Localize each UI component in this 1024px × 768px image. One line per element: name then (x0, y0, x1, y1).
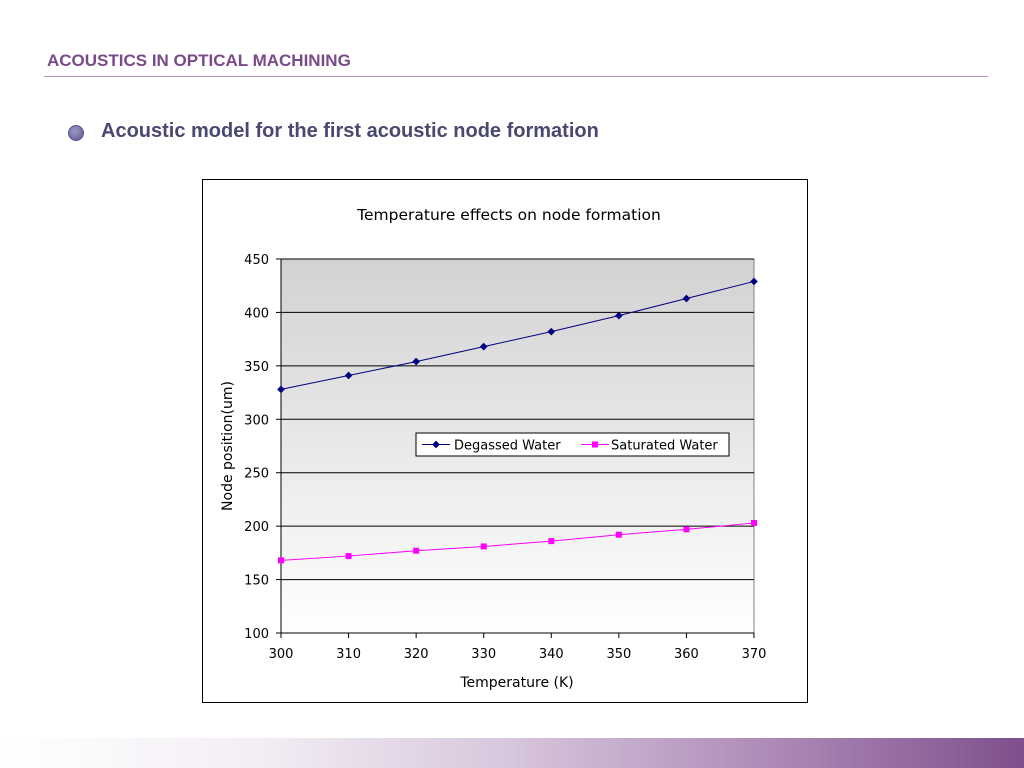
y-tick-label: 400 (244, 306, 269, 321)
y-tick-label: 450 (244, 253, 269, 268)
saturated-water-point (278, 557, 284, 564)
legend-saturated-label: Saturated Water (611, 439, 718, 454)
x-tick-label: 310 (336, 647, 361, 662)
degassed-water-point (614, 311, 623, 320)
x-tick-label: 320 (404, 647, 429, 662)
x-tick-label: 340 (539, 647, 564, 662)
legend-saturated-marker (592, 441, 598, 448)
saturated-water-point (751, 519, 757, 526)
chart-frame: Temperature effects on node formation 10… (202, 179, 808, 703)
y-tick-label: 300 (244, 413, 269, 428)
x-tick-label: 360 (674, 647, 699, 662)
bullet-circle-icon (68, 125, 84, 141)
x-axis-label: Temperature (K) (459, 675, 573, 691)
x-tick-label: 300 (269, 647, 294, 662)
bullet-heading: Acoustic model for the first acoustic no… (101, 120, 599, 142)
saturated-water-point (548, 538, 555, 545)
y-tick-label: 250 (244, 467, 269, 482)
degassed-water-point (344, 371, 353, 380)
legend-degassed-marker (432, 440, 440, 449)
y-tick-label: 200 (244, 520, 269, 535)
y-axis-label: Node position(um) (220, 381, 236, 511)
saturated-water-point (413, 547, 420, 554)
y-tick-label: 350 (244, 360, 269, 375)
y-tick-label: 100 (244, 627, 269, 642)
degassed-water-line (280, 280, 755, 390)
degassed-water-point (682, 294, 691, 303)
header-divider (44, 76, 988, 77)
saturated-water-point (615, 531, 622, 538)
saturated-water-line (280, 522, 755, 561)
slide-header-title: ACOUSTICS IN OPTICAL MACHINING (47, 51, 351, 70)
saturated-water-point (345, 553, 352, 560)
legend-box (415, 432, 730, 457)
line-chart: Temperature effects on node formation 10… (220, 206, 767, 691)
degassed-water-point (750, 277, 758, 286)
x-tick-label: 350 (606, 647, 631, 662)
saturated-water-point (480, 543, 487, 550)
degassed-water-point (547, 327, 556, 336)
chart-title: Temperature effects on node formation (356, 206, 661, 224)
footer-gradient-bar (0, 738, 1024, 768)
legend-degassed-label: Degassed Water (454, 439, 561, 454)
x-tick-label: 370 (742, 647, 767, 662)
degassed-water-point (277, 385, 285, 394)
degassed-water-point (412, 357, 421, 366)
x-tick-label: 330 (471, 647, 496, 662)
saturated-water-point (683, 526, 690, 533)
degassed-water-point (479, 342, 488, 351)
y-tick-label: 150 (244, 574, 269, 589)
